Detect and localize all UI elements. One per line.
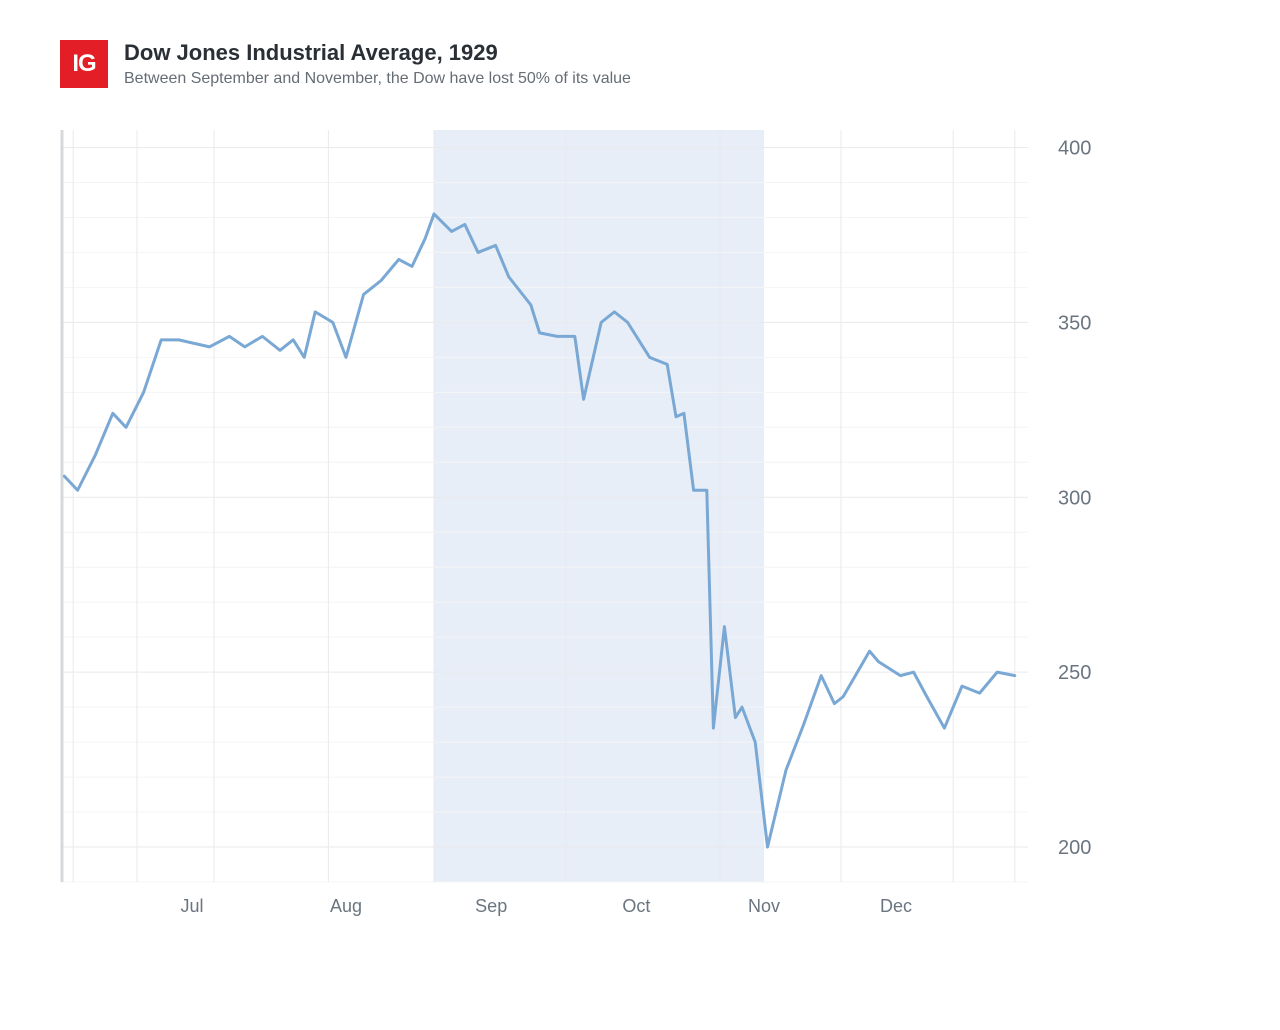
chart-title: Dow Jones Industrial Average, 1929 bbox=[124, 40, 631, 66]
chart-subtitle: Between September and November, the Dow … bbox=[124, 70, 631, 88]
header-text: Dow Jones Industrial Average, 1929 Betwe… bbox=[124, 40, 631, 88]
y-axis-tick-label: 200 bbox=[1058, 837, 1091, 859]
chart-header: IG Dow Jones Industrial Average, 1929 Be… bbox=[60, 40, 631, 88]
x-axis-tick-label: Nov bbox=[748, 896, 780, 916]
y-axis-tick-label: 300 bbox=[1058, 487, 1091, 509]
x-axis-tick-label: Jul bbox=[180, 896, 203, 916]
chart-container: 200 250 300 350 400 Jul Aug Sep Oct Nov Dec bbox=[60, 130, 1160, 930]
x-axis-tick-label: Sep bbox=[475, 896, 507, 916]
logo-badge: IG bbox=[60, 40, 108, 88]
line-chart: 200 250 300 350 400 Jul Aug Sep Oct Nov Dec bbox=[60, 130, 1160, 930]
y-axis-tick-label: 400 bbox=[1058, 137, 1091, 159]
x-axis-tick-label: Oct bbox=[622, 896, 650, 916]
y-axis-tick-label: 250 bbox=[1058, 662, 1091, 684]
x-axis-tick-label: Dec bbox=[880, 896, 912, 916]
y-axis-tick-label: 350 bbox=[1058, 312, 1091, 334]
x-axis-tick-label: Aug bbox=[330, 896, 362, 916]
